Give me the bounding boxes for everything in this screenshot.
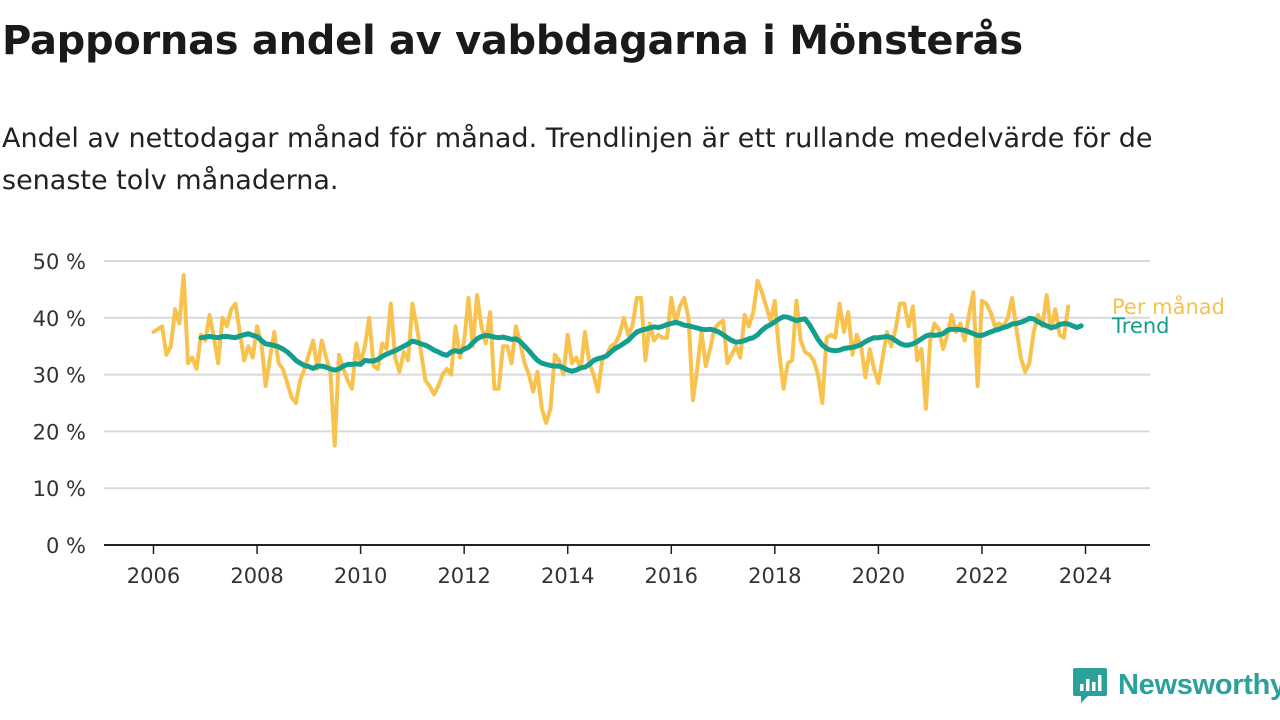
- newsworthy-logo-icon: [1073, 668, 1107, 703]
- x-tick-label: 2018: [748, 564, 801, 588]
- chart-title: Pappornas andel av vabbdagarna i Mönster…: [2, 18, 1023, 64]
- series-label-trend: Trend: [1111, 314, 1169, 338]
- y-tick-label: 20 %: [33, 420, 86, 444]
- x-tick-label: 2020: [852, 564, 905, 588]
- y-tick-label: 40 %: [33, 307, 86, 331]
- series-line-monthly: [151, 273, 1071, 448]
- series-line-trend: [198, 314, 1084, 374]
- y-tick-label: 10 %: [33, 477, 86, 501]
- x-tick-label: 2008: [230, 564, 283, 588]
- chart-subtitle: Andel av nettodagar månad för månad. Tre…: [2, 123, 1153, 196]
- x-tick-label: 2010: [334, 564, 387, 588]
- x-tick-label: 2024: [1059, 564, 1112, 588]
- y-tick-label: 30 %: [33, 364, 86, 388]
- x-tick-label: 2014: [541, 564, 594, 588]
- series-label-monthly: Per månad: [1112, 294, 1225, 319]
- brand-name: Newsworthy: [1118, 668, 1280, 701]
- x-tick-label: 2012: [437, 564, 490, 588]
- x-tick-label: 2022: [955, 564, 1008, 588]
- x-tick-label: 2006: [127, 564, 180, 588]
- brand-logo: Newsworthy: [1072, 665, 1280, 705]
- y-tick-label: 0 %: [46, 534, 86, 558]
- x-tick-label: 2016: [645, 564, 698, 588]
- y-tick-label: 50 %: [33, 250, 86, 274]
